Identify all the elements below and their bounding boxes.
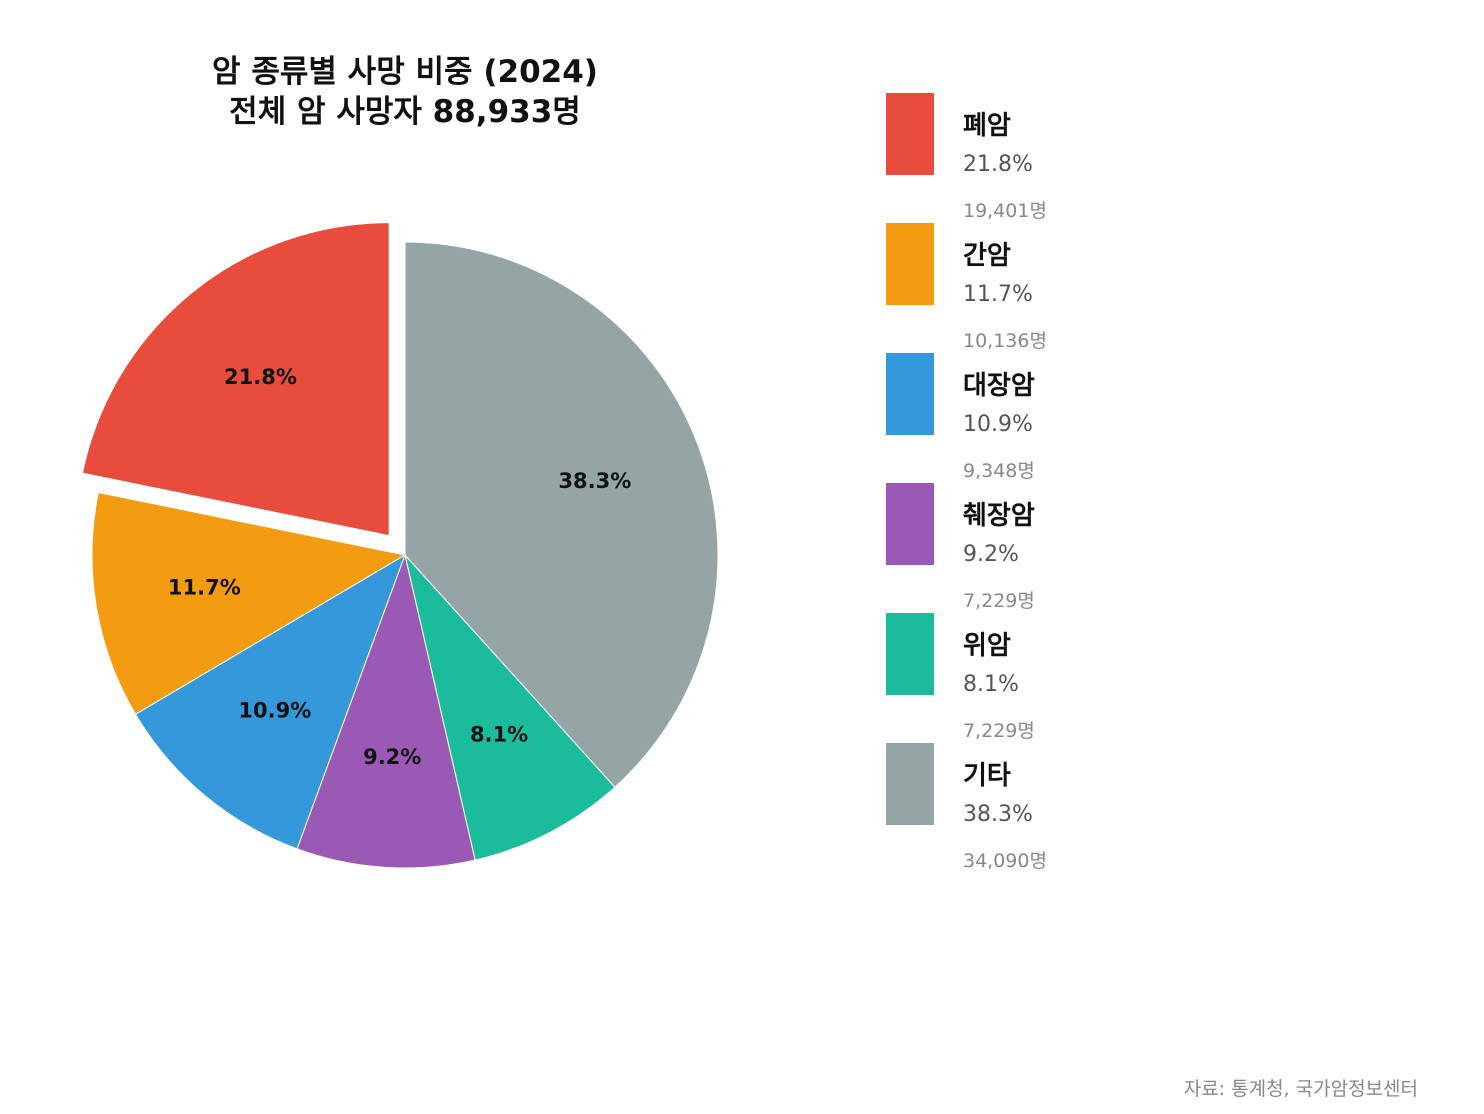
pie-slice-label-2: 10.9%: [238, 698, 311, 722]
pie-chart: 21.8% 11.7% 10.9% 9.2% 8.1% 38.3%: [81, 222, 719, 869]
pie-slice-0: [81, 222, 390, 537]
pie-slice-label-1: 11.7%: [168, 576, 241, 600]
legend-percent: 38.3%: [963, 802, 1033, 827]
legend-name: 췌장암: [963, 501, 1035, 531]
legend-count: 9,348명: [963, 460, 1035, 482]
pie-slice-3: [296, 553, 476, 869]
legend-count: 34,090명: [963, 850, 1047, 872]
legend-swatch: [886, 613, 934, 695]
legend-count: 7,229명: [963, 590, 1035, 612]
legend-count: 10,136명: [963, 330, 1047, 352]
legend-name: 기타: [963, 761, 1011, 791]
source-note: 자료: 통계청, 국가암정보센터: [1183, 1078, 1418, 1100]
legend-name: 폐암: [963, 111, 1011, 141]
legend-swatch: [886, 93, 934, 175]
pie-slice-label-0: 21.8%: [224, 365, 297, 389]
legend-count: 19,401명: [963, 200, 1047, 222]
legend-percent: 21.8%: [963, 152, 1033, 177]
legend-percent: 9.2%: [963, 542, 1019, 567]
chart-title-line2: 전체 암 사망자 88,933명: [229, 94, 581, 130]
legend-count: 7,229명: [963, 720, 1035, 742]
legend-swatch: [886, 353, 934, 435]
legend-percent: 11.7%: [963, 282, 1033, 307]
pie-slice-2: [134, 553, 406, 850]
legend-name: 대장암: [963, 371, 1035, 401]
legend-percent: 8.1%: [963, 672, 1019, 697]
legend-name: 위암: [963, 631, 1011, 661]
legend-name: 간암: [963, 241, 1011, 271]
legend-swatch: [886, 483, 934, 565]
pie-slice-5: [404, 241, 719, 788]
pie-slice-4: [404, 553, 616, 861]
chart-title-line1: 암 종류별 사망 비중 (2024): [212, 54, 598, 90]
pie-slice-1: [91, 491, 407, 716]
pie-slice-label-5: 38.3%: [558, 469, 631, 493]
pie-slice-label-3: 9.2%: [363, 745, 421, 769]
legend-swatch: [886, 743, 934, 825]
chart-title: 암 종류별 사망 비중 (2024) 전체 암 사망자 88,933명: [30, 52, 780, 132]
legend-swatch: [886, 223, 934, 305]
pie-slice-label-4: 8.1%: [470, 722, 528, 746]
legend-percent: 10.9%: [963, 412, 1033, 437]
